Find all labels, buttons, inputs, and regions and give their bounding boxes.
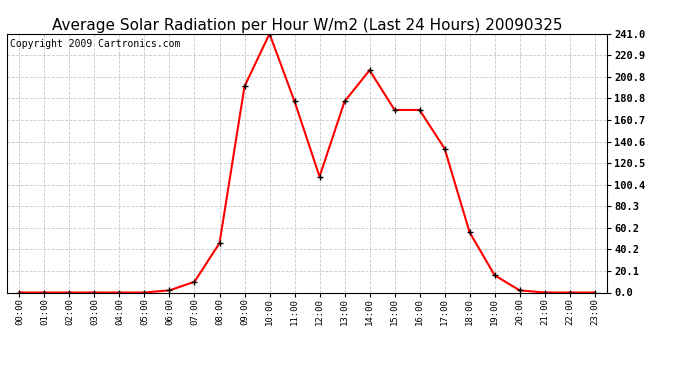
Title: Average Solar Radiation per Hour W/m2 (Last 24 Hours) 20090325: Average Solar Radiation per Hour W/m2 (L…: [52, 18, 562, 33]
Text: Copyright 2009 Cartronics.com: Copyright 2009 Cartronics.com: [10, 39, 180, 49]
